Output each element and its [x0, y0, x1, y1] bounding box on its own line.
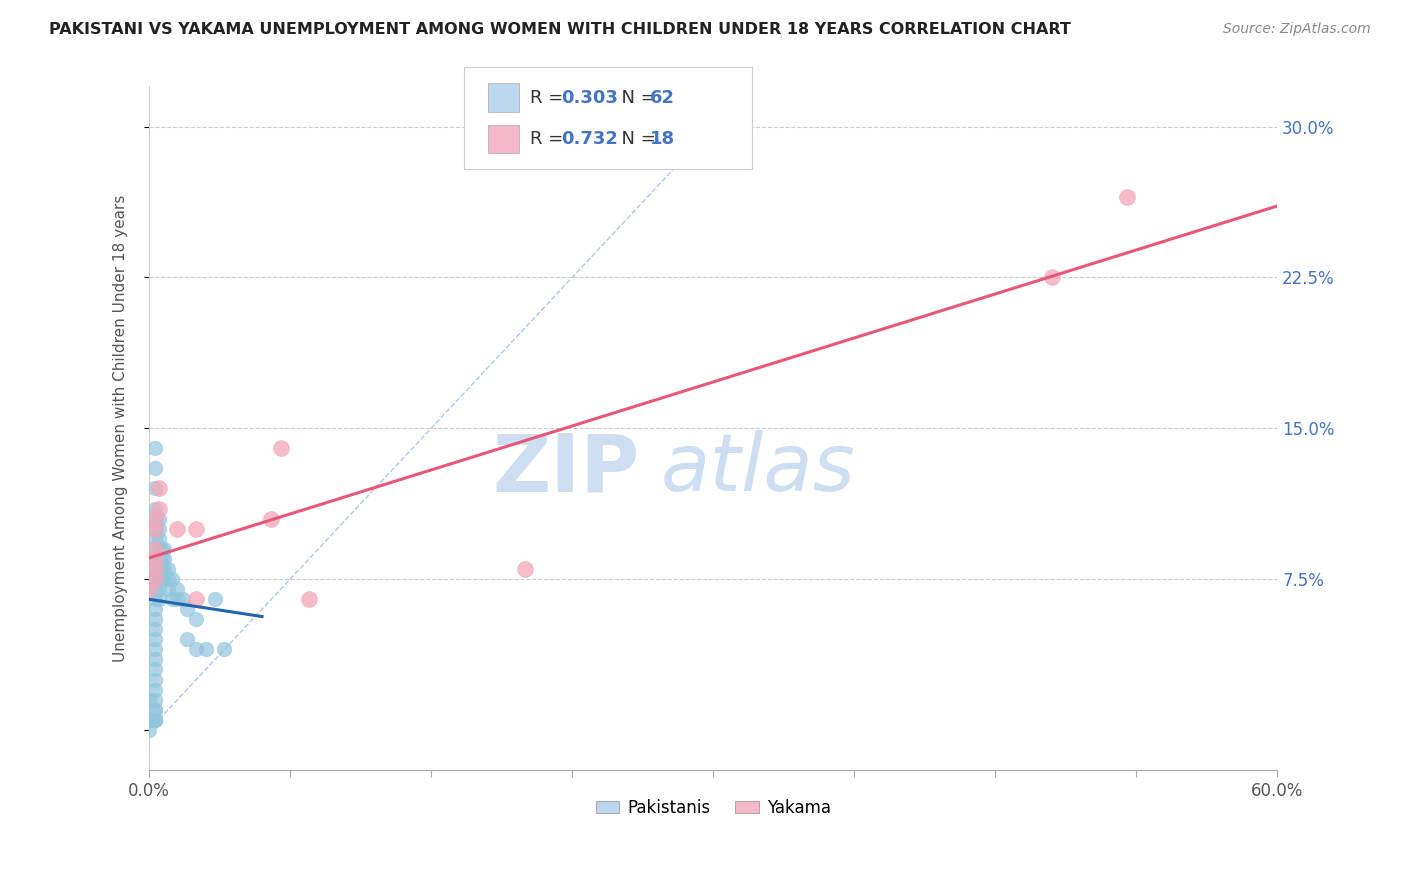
Point	[143, 673, 166, 687]
Text: N =: N =	[610, 88, 662, 106]
Point	[143, 682, 166, 697]
Point	[143, 622, 166, 636]
Point	[160, 592, 183, 607]
Point	[143, 663, 166, 677]
Point	[153, 562, 176, 576]
Point	[1040, 270, 1063, 285]
Point	[143, 511, 166, 525]
Point	[515, 562, 537, 576]
Point	[148, 592, 170, 607]
Point	[186, 642, 208, 657]
Point	[148, 501, 170, 516]
Point	[143, 532, 166, 546]
Point	[143, 562, 166, 576]
Text: 18: 18	[650, 130, 675, 148]
Point	[138, 582, 160, 596]
Point	[143, 632, 166, 647]
Point	[166, 592, 188, 607]
Point	[153, 541, 176, 556]
Point	[148, 522, 170, 536]
Point	[153, 552, 176, 566]
Point	[143, 511, 166, 525]
Point	[138, 723, 160, 737]
Point	[138, 692, 160, 706]
Point	[166, 582, 188, 596]
Text: R =: R =	[530, 130, 569, 148]
Point	[157, 562, 180, 576]
Legend: Pakistanis, Yakama: Pakistanis, Yakama	[589, 792, 838, 823]
Point	[186, 522, 208, 536]
Point	[148, 511, 170, 525]
Point	[194, 642, 217, 657]
Point	[143, 461, 166, 475]
Point	[152, 572, 174, 586]
Point	[1115, 190, 1137, 204]
Text: R =: R =	[530, 88, 569, 106]
Point	[143, 713, 166, 727]
Point	[152, 562, 174, 576]
Text: atlas: atlas	[661, 430, 856, 508]
Point	[176, 632, 198, 647]
Point	[143, 442, 166, 456]
Point	[148, 532, 170, 546]
Y-axis label: Unemployment Among Women with Children Under 18 years: Unemployment Among Women with Children U…	[114, 194, 128, 662]
Point	[143, 541, 166, 556]
Point	[176, 602, 198, 616]
Point	[143, 692, 166, 706]
Point	[214, 642, 236, 657]
Point	[152, 541, 174, 556]
Point	[143, 562, 166, 576]
Point	[143, 602, 166, 616]
Point	[143, 522, 166, 536]
Point	[143, 582, 166, 596]
Point	[143, 592, 166, 607]
Point	[143, 572, 166, 586]
Point	[138, 713, 160, 727]
Text: N =: N =	[610, 130, 662, 148]
Point	[143, 642, 166, 657]
Point	[270, 442, 292, 456]
Point	[143, 713, 166, 727]
Point	[143, 703, 166, 717]
Point	[143, 703, 166, 717]
Point	[143, 612, 166, 626]
Point	[204, 592, 226, 607]
Point	[143, 522, 166, 536]
Point	[143, 482, 166, 496]
Point	[157, 572, 180, 586]
Text: PAKISTANI VS YAKAMA UNEMPLOYMENT AMONG WOMEN WITH CHILDREN UNDER 18 YEARS CORREL: PAKISTANI VS YAKAMA UNEMPLOYMENT AMONG W…	[49, 22, 1071, 37]
Text: ZIP: ZIP	[492, 430, 640, 508]
Point	[148, 482, 170, 496]
Point	[143, 652, 166, 666]
Point	[148, 572, 170, 586]
Point	[148, 582, 170, 596]
Point	[143, 541, 166, 556]
Point	[166, 522, 188, 536]
Point	[298, 592, 321, 607]
Point	[143, 501, 166, 516]
Point	[148, 562, 170, 576]
Text: Source: ZipAtlas.com: Source: ZipAtlas.com	[1223, 22, 1371, 37]
Point	[152, 552, 174, 566]
Text: 0.303: 0.303	[561, 88, 617, 106]
Point	[143, 713, 166, 727]
Point	[186, 612, 208, 626]
Point	[143, 552, 166, 566]
Point	[148, 541, 170, 556]
Point	[172, 592, 194, 607]
Point	[160, 572, 183, 586]
Text: 62: 62	[650, 88, 675, 106]
Point	[148, 552, 170, 566]
Point	[186, 592, 208, 607]
Point	[260, 511, 283, 525]
Point	[157, 582, 180, 596]
Point	[143, 552, 166, 566]
Point	[143, 572, 166, 586]
Text: 0.732: 0.732	[561, 130, 617, 148]
